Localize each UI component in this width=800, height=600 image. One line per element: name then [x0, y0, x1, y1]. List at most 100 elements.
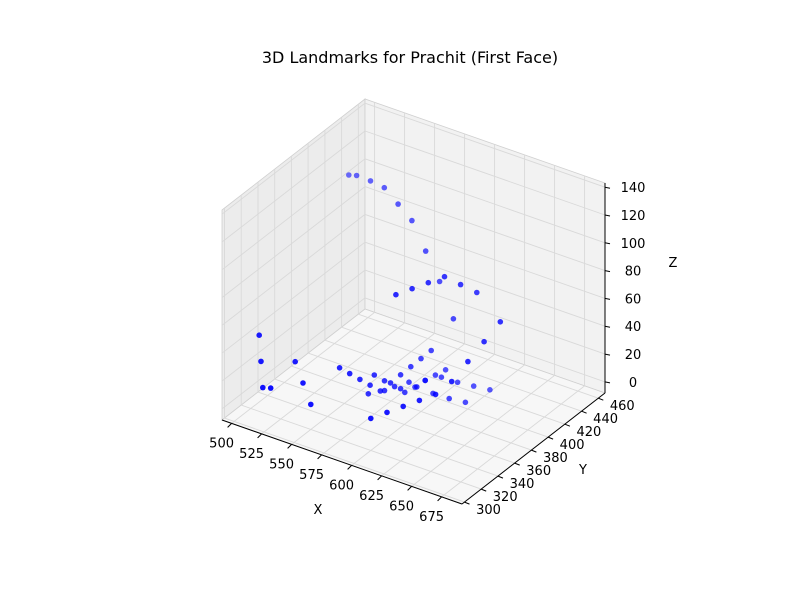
grid-line-y-floor	[241, 404, 482, 490]
grid-line-x-floor	[321, 343, 465, 456]
z-tick-mark	[604, 242, 611, 245]
grid-line-z-side	[221, 214, 366, 326]
z-tick-mark	[604, 381, 611, 384]
x-tick-label: 575	[299, 468, 324, 483]
grid-line-x-floor	[441, 385, 585, 498]
y-tick-mark	[481, 488, 487, 492]
data-point	[384, 409, 390, 416]
data-point	[393, 291, 399, 298]
data-point	[414, 384, 420, 390]
z-tick-label: 80	[625, 265, 642, 280]
y-tick-mark	[564, 423, 571, 427]
grid-line-x-floor	[351, 354, 495, 466]
grid-line-z-side	[221, 186, 366, 298]
data-point	[487, 387, 493, 393]
y-tick-label: 460	[610, 399, 635, 414]
y-tick-label: 420	[576, 425, 601, 440]
data-point	[367, 178, 374, 184]
data-point	[368, 415, 374, 422]
y-tick-mark	[497, 475, 504, 479]
data-point	[470, 383, 477, 389]
grid-line-x-floor	[291, 333, 435, 445]
x-tick-mark	[227, 423, 232, 428]
x-tick-label: 550	[269, 457, 294, 472]
grid-line-z-side	[221, 130, 366, 243]
z-tick-mark	[604, 325, 611, 328]
data-point	[365, 391, 372, 397]
y-tick-mark	[531, 449, 537, 453]
data-point	[397, 372, 404, 378]
grid-line-y-floor	[224, 417, 465, 503]
axes-panes	[221, 98, 606, 505]
x-tick-mark	[257, 433, 262, 439]
x-tick-label: 625	[359, 489, 384, 504]
data-point	[377, 388, 384, 394]
data-point	[267, 385, 274, 391]
data-point	[465, 358, 471, 365]
y-tick-label: 400	[560, 438, 585, 453]
data-point	[346, 370, 353, 377]
grid-line-z-back	[364, 241, 606, 327]
x-tick-mark	[407, 486, 412, 491]
grid-line-z-back	[364, 186, 606, 272]
axis-lines	[221, 183, 606, 505]
y-tick-mark	[514, 462, 520, 466]
chart-title: 3D Landmarks for Prachit (First Face)	[262, 48, 558, 67]
grid-line-y-floor	[257, 391, 499, 477]
data-point	[381, 387, 388, 394]
data-point	[371, 372, 378, 378]
y-tick-label: 320	[493, 490, 518, 505]
grid-line-z-back	[364, 213, 606, 299]
grid-line-z-side	[221, 102, 366, 215]
data-point	[397, 385, 404, 392]
x-axis-label: X	[314, 503, 323, 518]
y-tick-label: 380	[543, 451, 568, 466]
data-point	[409, 285, 415, 292]
x-tick-mark	[377, 475, 382, 481]
z-tick-label: 120	[621, 209, 646, 224]
data-point	[438, 374, 445, 381]
grid-line-y-floor	[307, 352, 549, 438]
y-tick-label: 340	[510, 477, 535, 492]
x-tick-label: 650	[389, 499, 414, 514]
grid-line-y-floor	[324, 339, 566, 425]
data-point	[474, 289, 480, 296]
data-point	[416, 397, 423, 404]
z-tick-mark	[604, 186, 611, 189]
y-tick-label: 300	[476, 503, 501, 518]
z-tick-mark	[604, 353, 611, 356]
grid-line-z-back	[364, 130, 606, 216]
y-tick-label: 360	[526, 464, 551, 479]
data-point	[258, 358, 264, 365]
z-tick-mark	[604, 214, 611, 217]
y-tick-mark	[581, 410, 587, 414]
data-point	[402, 389, 408, 396]
grid-line-z-back	[364, 158, 606, 244]
z-tick-label: 0	[629, 376, 637, 391]
data-point	[408, 363, 414, 370]
data-point	[256, 332, 263, 339]
grid-line-z-back	[364, 102, 606, 188]
y-axis-line	[461, 392, 606, 505]
data-point	[387, 380, 394, 386]
x-tick-mark	[437, 496, 442, 502]
grid-lines	[221, 102, 606, 503]
data-point	[432, 372, 439, 378]
x-axis-line	[221, 419, 463, 505]
data-point	[481, 338, 487, 345]
grid-line-z-back	[364, 269, 606, 355]
grid-line-z-side	[221, 241, 366, 354]
data-point	[336, 365, 343, 371]
y-tick-label: 440	[593, 412, 618, 427]
z-tick-label: 60	[625, 292, 642, 307]
data-point	[260, 384, 266, 391]
data-point	[300, 380, 306, 386]
grid-line-z-side	[221, 158, 366, 271]
data-point	[448, 378, 455, 385]
data-point	[497, 319, 504, 325]
data-point	[381, 184, 388, 191]
z-tick-label: 100	[621, 237, 646, 252]
z-tick-mark	[604, 297, 611, 300]
data-points	[256, 172, 504, 422]
